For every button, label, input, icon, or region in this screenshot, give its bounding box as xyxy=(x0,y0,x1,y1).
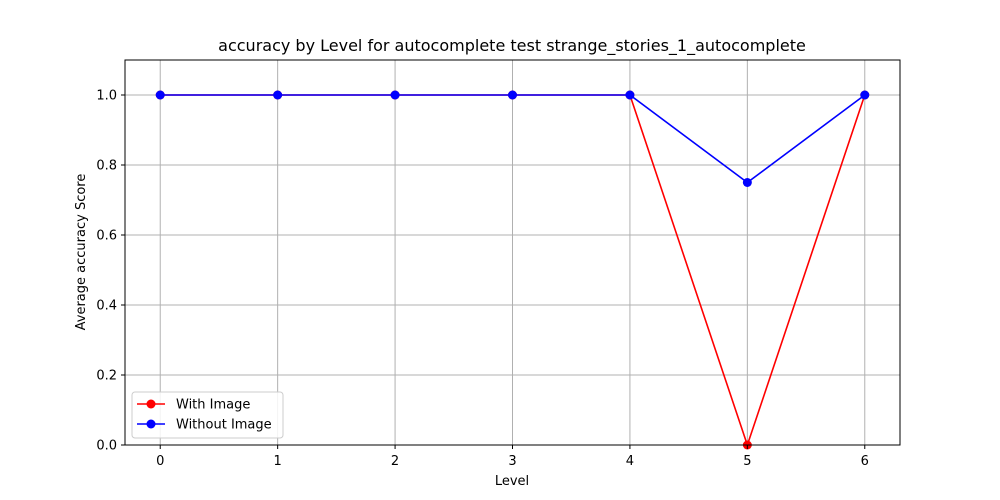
x-tick-label: 2 xyxy=(391,454,399,469)
legend-marker xyxy=(146,399,156,409)
x-tick-label: 0 xyxy=(156,454,164,469)
y-tick-label: 0.4 xyxy=(96,299,117,314)
legend: With Image Without Image xyxy=(131,391,284,439)
x-tick-label: 3 xyxy=(508,454,516,469)
legend-label: Without Image xyxy=(176,418,272,433)
legend-marker xyxy=(146,419,156,429)
data-point-without-image xyxy=(742,178,752,187)
y-tick-label: 0.8 xyxy=(96,159,117,174)
data-point-without-image xyxy=(155,90,165,100)
y-tick-label: 1.0 xyxy=(96,89,117,104)
y-tick-label: 0.6 xyxy=(96,229,117,244)
x-tick-label: 1 xyxy=(274,454,282,469)
grid xyxy=(125,60,900,446)
x-axis-label: Level xyxy=(495,474,529,489)
legend-box xyxy=(131,391,284,439)
y-tick-label: 0.2 xyxy=(96,369,117,384)
x-tick-label: 6 xyxy=(861,454,869,469)
data-point-without-image xyxy=(508,90,517,100)
data-point-without-image xyxy=(390,90,400,100)
axes: 0 1 2 3 4 5 6 0.0 0.2 0.4 0.6 0.8 1.0 xyxy=(96,89,869,470)
x-tick-label: 5 xyxy=(743,454,751,469)
legend-label: With Image xyxy=(176,398,250,413)
data-point-without-image xyxy=(860,90,870,100)
y-tick-label: 0.0 xyxy=(96,439,117,454)
chart-title: accuracy by Level for autocomplete test … xyxy=(218,36,806,56)
x-tick-label: 4 xyxy=(626,454,634,469)
data-point-without-image xyxy=(273,90,283,100)
y-axis-label: Average accuracy Score xyxy=(74,174,89,331)
data-point-without-image xyxy=(625,90,635,100)
